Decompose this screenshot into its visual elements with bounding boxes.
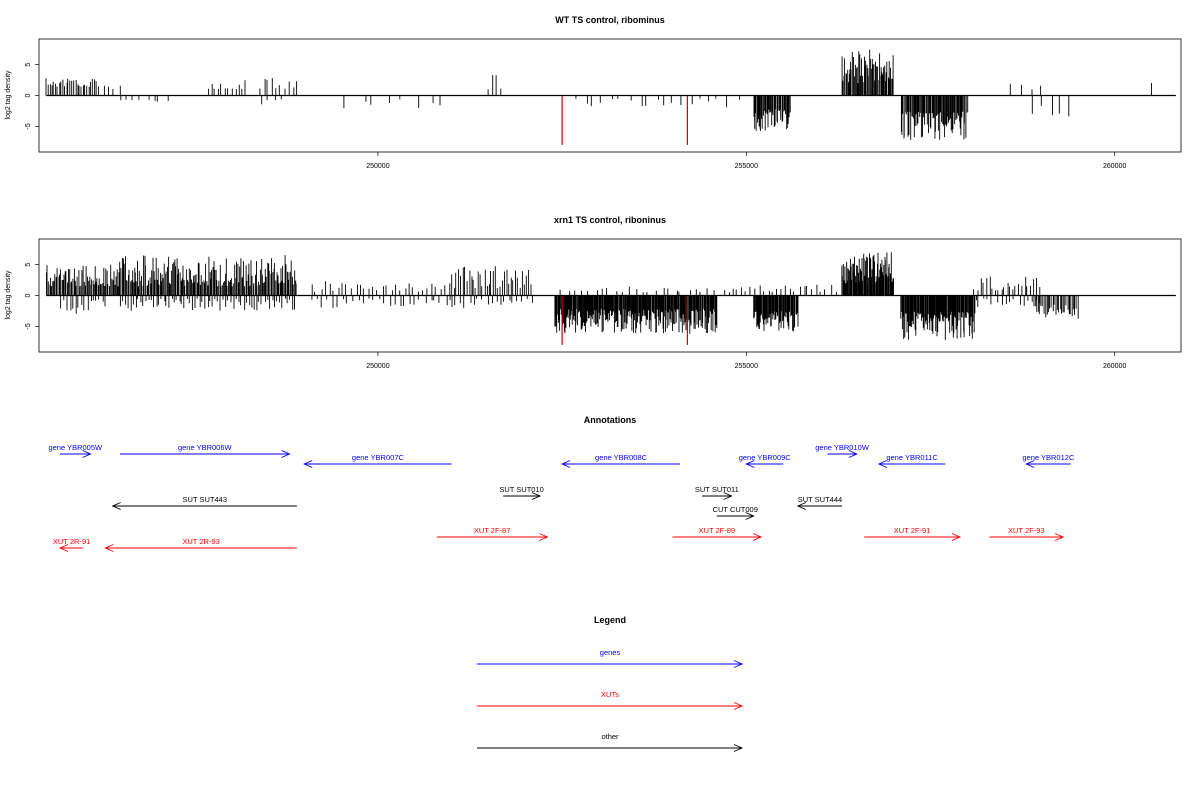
xrn1-y-axis-label: log2 tag density xyxy=(5,270,12,320)
annotations-panel: Annotations gene YBR005W gene YBR006Wgene… xyxy=(48,415,1075,552)
feature-label: XUT 2F-89 xyxy=(699,526,736,535)
feature-label: gene YBR005W xyxy=(48,443,103,452)
feature-arrowhead xyxy=(752,533,763,541)
x-tick-label: 255000 xyxy=(735,163,758,170)
feature-arrowhead xyxy=(723,492,733,500)
xrn1-x-axis: 250000 255000 260000 xyxy=(366,352,1126,370)
feature-arrowhead xyxy=(877,460,888,468)
y-tick-label: 0 xyxy=(25,93,32,97)
feature-label: SUT SUT010 xyxy=(499,485,543,494)
legend-arrowhead xyxy=(733,744,744,752)
annotation-feature: gene YBR007C xyxy=(303,453,452,468)
wt-y-axis-label: log2 tag density xyxy=(5,70,12,120)
feature-arrowhead xyxy=(951,533,962,541)
legend-title: Legend xyxy=(594,615,626,625)
feature-label: SUT SUT011 xyxy=(695,485,739,494)
feature-arrowhead xyxy=(58,544,69,552)
annotation-features: gene YBR005W gene YBR006W gene YBR007C gene… xyxy=(48,443,1075,552)
legend-item: XUTs xyxy=(477,690,744,710)
x-tick-label: 260000 xyxy=(1103,163,1126,170)
annotation-feature: SUT SUT011 xyxy=(695,485,739,500)
density-bars xyxy=(45,49,1152,140)
wt-panel: WT TS control, ribominus log2 tag densit… xyxy=(5,15,1182,170)
legend-items: genes XUTs other xyxy=(477,648,744,752)
legend-item: genes xyxy=(477,648,744,668)
feature-label: SUT SUT444 xyxy=(798,495,842,504)
feature-label: XUT 2F-87 xyxy=(474,526,511,535)
feature-label: gene YBR006W xyxy=(178,443,233,452)
legend-label: other xyxy=(601,732,619,741)
feature-arrowhead xyxy=(1025,460,1035,468)
feature-label: gene YBR008C xyxy=(595,453,648,462)
annotations-title: Annotations xyxy=(584,415,637,425)
y-tick-label: 0 xyxy=(25,293,32,297)
feature-label: gene YBR011C xyxy=(886,453,938,462)
annotation-feature: gene YBR010W xyxy=(815,443,870,458)
legend-label: genes xyxy=(600,648,621,657)
feature-arrowhead xyxy=(560,460,571,468)
feature-arrowhead xyxy=(848,450,858,458)
annotation-feature: XUT 2F-91 xyxy=(864,526,962,541)
y-tick-label: 5 xyxy=(25,63,32,67)
feature-arrowhead xyxy=(104,544,114,552)
annotation-feature: gene YBR012C xyxy=(1022,453,1075,468)
x-tick-label: 250000 xyxy=(366,163,389,170)
legend-arrowhead xyxy=(733,660,744,668)
legend-arrowhead xyxy=(733,702,744,710)
feature-label: gene YBR007C xyxy=(352,453,405,462)
feature-arrowhead xyxy=(539,533,549,541)
feature-label: CUT CUT009 xyxy=(713,505,758,514)
legend-label: XUTs xyxy=(601,690,619,699)
feature-arrowhead xyxy=(745,460,755,468)
annotation-feature: SUT SUT444 xyxy=(796,495,842,510)
annotation-feature: XUT 2F-89 xyxy=(672,526,763,541)
feature-arrowhead xyxy=(281,450,291,458)
feature-label: XUT 2F-91 xyxy=(894,526,931,535)
wt-bars xyxy=(45,49,1176,145)
feature-label: XUT 2F-93 xyxy=(1008,526,1045,535)
annotation-feature: gene YBR011C xyxy=(877,453,946,468)
feature-label: gene YBR009C xyxy=(739,453,792,462)
y-tick-label: 5 xyxy=(25,263,32,267)
annotation-feature: SUT SUT010 xyxy=(499,485,544,500)
feature-arrowhead xyxy=(82,450,92,458)
feature-arrowhead xyxy=(1054,533,1065,541)
annotation-feature: XUT 2R-93 xyxy=(104,537,297,552)
feature-arrowhead xyxy=(531,492,542,500)
annotation-feature: CUT CUT009 xyxy=(713,505,758,520)
x-tick-label: 260000 xyxy=(1103,363,1126,370)
legend-item: other xyxy=(477,732,744,752)
xrn1-panel: xrn1 TS control, riboninus log2 tag dens… xyxy=(5,215,1182,370)
xrn1-panel-title: xrn1 TS control, riboninus xyxy=(554,215,666,225)
xrn1-y-axis: -5 0 5 xyxy=(25,263,39,329)
feature-arrowhead xyxy=(303,460,313,468)
feature-label: XUT 2R-91 xyxy=(53,537,90,546)
annotation-feature: SUT SUT443 xyxy=(111,495,297,510)
annotation-feature: gene YBR009C xyxy=(739,453,792,468)
feature-label: XUT 2R-93 xyxy=(182,537,219,546)
annotation-feature: XUT 2R-91 xyxy=(53,537,90,552)
feature-label: SUT SUT443 xyxy=(183,495,227,504)
x-tick-label: 250000 xyxy=(366,363,389,370)
annotation-feature: gene YBR008C xyxy=(560,453,680,468)
y-tick-label: -5 xyxy=(25,323,32,329)
x-tick-label: 255000 xyxy=(735,363,758,370)
annotation-feature: XUT 2F-93 xyxy=(989,526,1065,541)
annotation-feature: gene YBR005W xyxy=(48,443,103,458)
annotation-feature: gene YBR006W xyxy=(120,443,291,458)
feature-arrowhead xyxy=(796,502,807,510)
feature-label: gene YBR012C xyxy=(1022,453,1075,462)
wt-panel-title: WT TS control, ribominus xyxy=(555,15,665,25)
y-tick-label: -5 xyxy=(25,123,32,129)
annotation-feature: XUT 2F-87 xyxy=(436,526,549,541)
feature-arrowhead xyxy=(111,502,121,510)
feature-label: gene YBR010W xyxy=(815,443,870,452)
feature-arrowhead xyxy=(745,512,755,520)
wt-y-axis: -5 0 5 xyxy=(25,63,39,129)
legend-panel: Legend genes XUTs other xyxy=(477,615,744,752)
wt-x-axis: 250000 255000 260000 xyxy=(366,152,1126,170)
xrn1-bars xyxy=(46,252,1176,345)
